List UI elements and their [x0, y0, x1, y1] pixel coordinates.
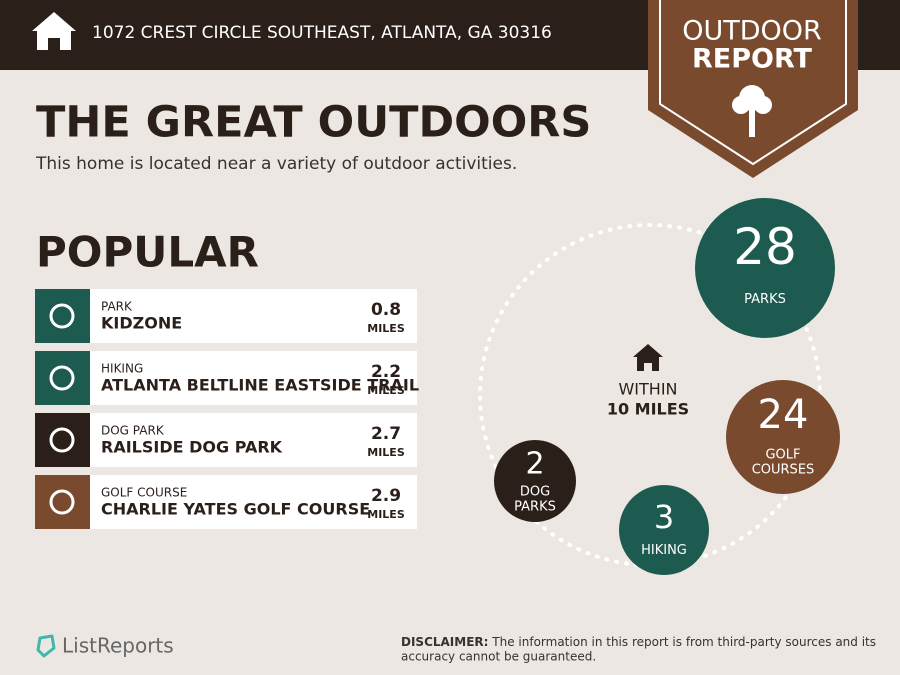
- row-unit: MILES: [367, 446, 405, 459]
- row-icon-glyph: [49, 489, 75, 515]
- row-unit: MILES: [367, 508, 405, 521]
- row-name: KIDZONE: [101, 314, 182, 333]
- count-bubble: [726, 380, 840, 494]
- disclaimer-line: The information in this report is from t…: [491, 635, 876, 649]
- row-category: HIKING: [101, 362, 143, 376]
- count-label: COURSES: [752, 463, 815, 478]
- row-icon: [35, 289, 90, 343]
- row-card: [35, 413, 417, 467]
- title: THE GREAT OUTDOORS: [36, 98, 591, 148]
- row-category: DOG PARK: [101, 424, 165, 438]
- popular-heading: POPULAR: [36, 228, 259, 277]
- count-value: 2: [525, 446, 544, 481]
- count-label: PARKS: [514, 499, 556, 514]
- count-label: PARKS: [744, 292, 786, 307]
- row-category: GOLF COURSE: [101, 486, 187, 500]
- within-label: WITHIN: [618, 380, 677, 399]
- disclaimer: DISCLAIMER: The information in this repo…: [401, 635, 876, 649]
- row-icon-glyph: [49, 427, 75, 453]
- disclaimer-label: DISCLAIMER:: [401, 635, 488, 649]
- count-value: 3: [654, 498, 674, 536]
- brand-logo: [36, 634, 56, 658]
- count-value: 24: [758, 392, 809, 438]
- brand: ListReports: [62, 634, 174, 658]
- row-distance: 2.7: [371, 424, 401, 444]
- tree-icon: [732, 85, 772, 137]
- count-label: GOLF: [765, 448, 800, 463]
- badge: OUTDOOR REPORT: [648, 0, 858, 178]
- disclaimer-line: accuracy cannot be guaranteed.: [401, 650, 596, 664]
- address: 1072 CREST CIRCLE SOUTHEAST, ATLANTA, GA…: [92, 23, 552, 43]
- row-card: [35, 351, 417, 405]
- count-label: DOG: [520, 484, 550, 499]
- row-distance: 0.8: [371, 300, 401, 320]
- count-bubble: [494, 440, 576, 522]
- row-icon: [35, 413, 90, 467]
- row-icon-glyph: [49, 365, 75, 391]
- row-icon-glyph: [49, 303, 75, 329]
- count-value: 28: [733, 218, 797, 276]
- home-icon: [32, 12, 76, 50]
- row-card: [35, 475, 417, 529]
- row-icon: [35, 475, 90, 529]
- count-label: HIKING: [641, 543, 687, 558]
- row-unit: MILES: [367, 322, 405, 335]
- within-label: 10 MILES: [607, 400, 689, 419]
- row-name: ATLANTA BELTLINE EASTSIDE TRAIL: [101, 376, 419, 395]
- row-name: CHARLIE YATES GOLF COURSE: [101, 500, 370, 519]
- row-card: [35, 289, 417, 343]
- center-home-icon: [633, 344, 663, 371]
- row-category: PARK: [101, 300, 133, 314]
- row-unit: MILES: [367, 384, 405, 397]
- row-distance: 2.2: [371, 362, 401, 382]
- badge-text: REPORT: [692, 44, 813, 75]
- badge-text: OUTDOOR: [682, 16, 822, 47]
- row-distance: 2.9: [371, 486, 401, 506]
- row-icon: [35, 351, 90, 405]
- row-name: RAILSIDE DOG PARK: [101, 438, 283, 457]
- subtitle: This home is located near a variety of o…: [35, 154, 517, 174]
- count-bubble: [619, 485, 709, 575]
- count-bubble: [695, 198, 835, 338]
